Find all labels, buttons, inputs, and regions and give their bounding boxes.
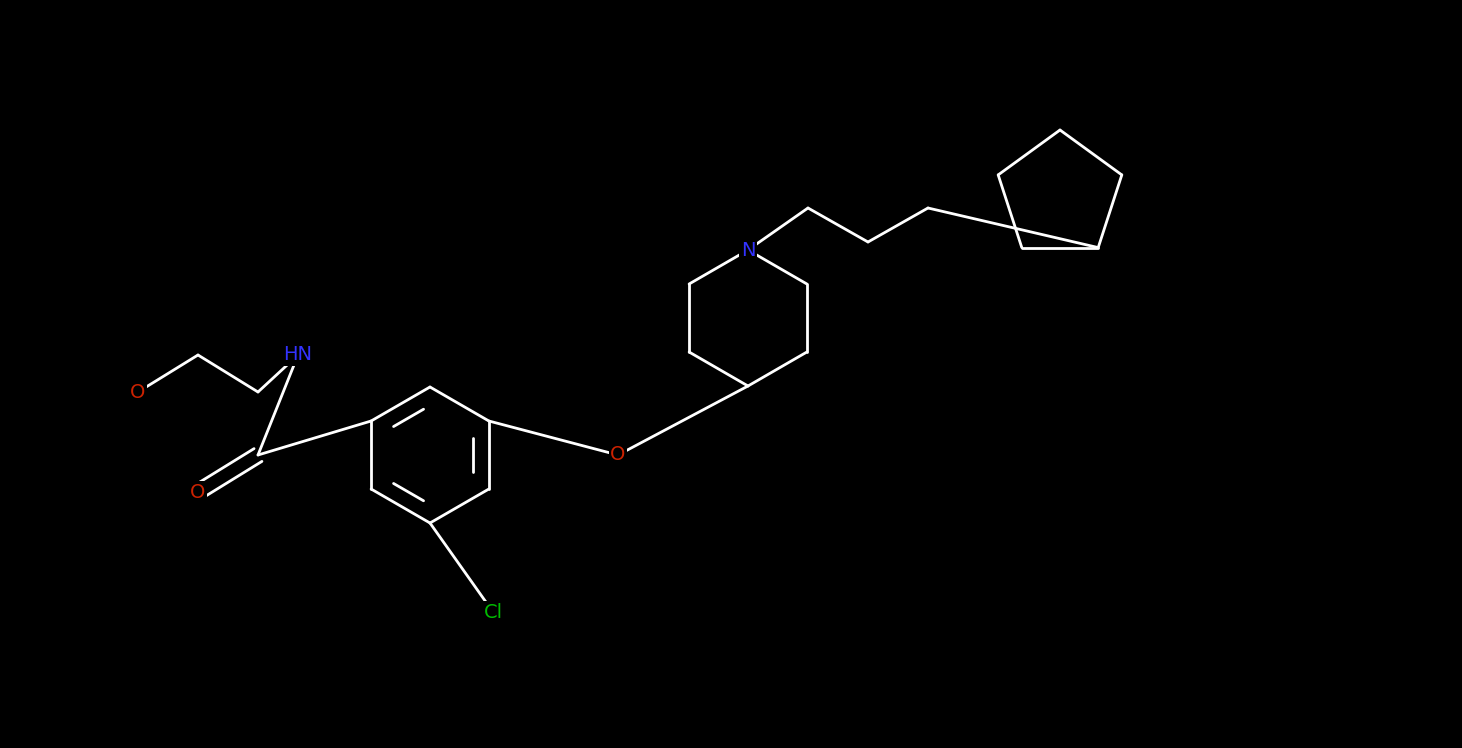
Text: O: O	[130, 382, 146, 402]
Text: O: O	[610, 446, 626, 465]
Text: Cl: Cl	[484, 602, 503, 622]
Text: N: N	[741, 241, 756, 260]
Text: O: O	[190, 482, 206, 501]
Text: HN: HN	[284, 346, 313, 364]
